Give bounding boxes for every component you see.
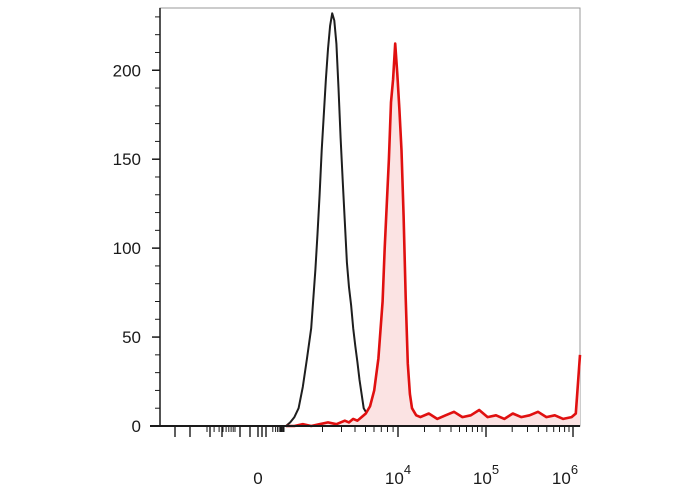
x-tick-exponent: 6 — [571, 462, 578, 477]
plot-frame — [159, 7, 581, 427]
x-tick-exponent: 4 — [404, 462, 411, 477]
x-tick-label: 105 — [473, 462, 499, 488]
x-tick-base: 10 — [552, 469, 571, 488]
x-tick-exponent: 5 — [492, 462, 499, 477]
y-tick-label: 100 — [113, 239, 141, 258]
control-series-line — [285, 12, 392, 427]
y-tick-label: 0 — [132, 417, 141, 436]
x-tick-label: 106 — [552, 462, 578, 488]
series-layer — [285, 12, 582, 428]
stained-series-line — [286, 42, 582, 428]
x-tick-base: 0 — [253, 469, 262, 488]
y-tick-label: 50 — [122, 328, 141, 347]
x-tick-labels: 0 104 105 106 — [253, 462, 578, 488]
y-tick-label: 200 — [113, 61, 141, 80]
x-tick-label: 0 — [253, 469, 262, 488]
x-tick-base: 10 — [473, 469, 492, 488]
x-minor-ticks — [174, 426, 574, 437]
x-tick-label: 104 — [385, 462, 411, 488]
stained-fill-area — [286, 43, 580, 426]
x-tick-base: 10 — [385, 469, 404, 488]
y-tick-label: 150 — [113, 150, 141, 169]
y-tick-labels: 0 50 100 150 200 — [113, 61, 160, 436]
